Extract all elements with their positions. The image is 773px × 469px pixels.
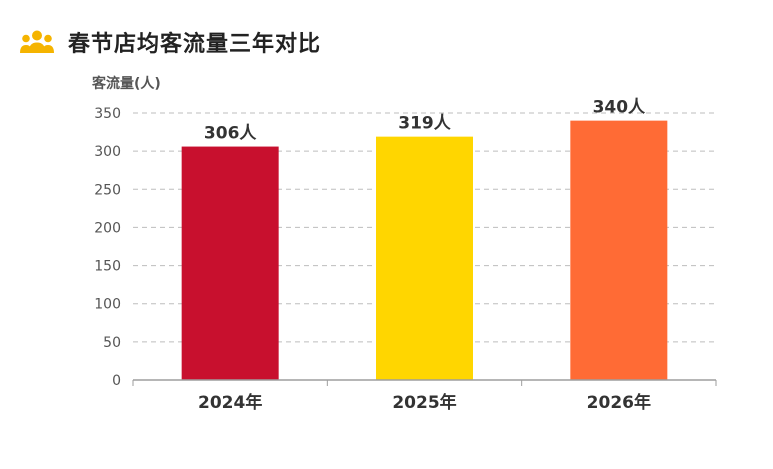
y-tick-label: 100 bbox=[94, 297, 121, 313]
y-tick-label: 150 bbox=[94, 259, 121, 275]
data-label: 340人 bbox=[593, 98, 646, 118]
x-axis: 2024年 2025年 2026年 bbox=[132, 379, 717, 413]
x-tick-label: 2026年 bbox=[587, 392, 651, 413]
y-tick-label: 250 bbox=[94, 182, 121, 198]
bar bbox=[181, 146, 279, 380]
x-tick-label: 2024年 bbox=[198, 392, 262, 413]
bars bbox=[181, 120, 668, 380]
y-tick-label: 300 bbox=[94, 144, 121, 160]
y-axis-ticks: 0 50 100 150 200 250 300 350 bbox=[94, 106, 121, 389]
chart-header: 春节店均客流量三年对比 bbox=[20, 24, 321, 60]
y-tick-label: 350 bbox=[94, 106, 121, 122]
y-tick-label: 0 bbox=[112, 373, 121, 389]
bar bbox=[376, 136, 473, 380]
y-tick-label: 200 bbox=[94, 220, 121, 236]
chart-title: 春节店均客流量三年对比 bbox=[68, 32, 322, 57]
data-label: 306人 bbox=[204, 124, 257, 144]
x-tick-label: 2025年 bbox=[392, 392, 456, 413]
y-tick-label: 50 bbox=[103, 335, 121, 351]
bar bbox=[570, 120, 668, 380]
data-labels: 306人 319人 340人 bbox=[204, 98, 646, 144]
data-label: 319人 bbox=[398, 114, 451, 134]
y-axis-label: 客流量(人) bbox=[91, 75, 161, 92]
users-group-icon bbox=[20, 30, 54, 53]
